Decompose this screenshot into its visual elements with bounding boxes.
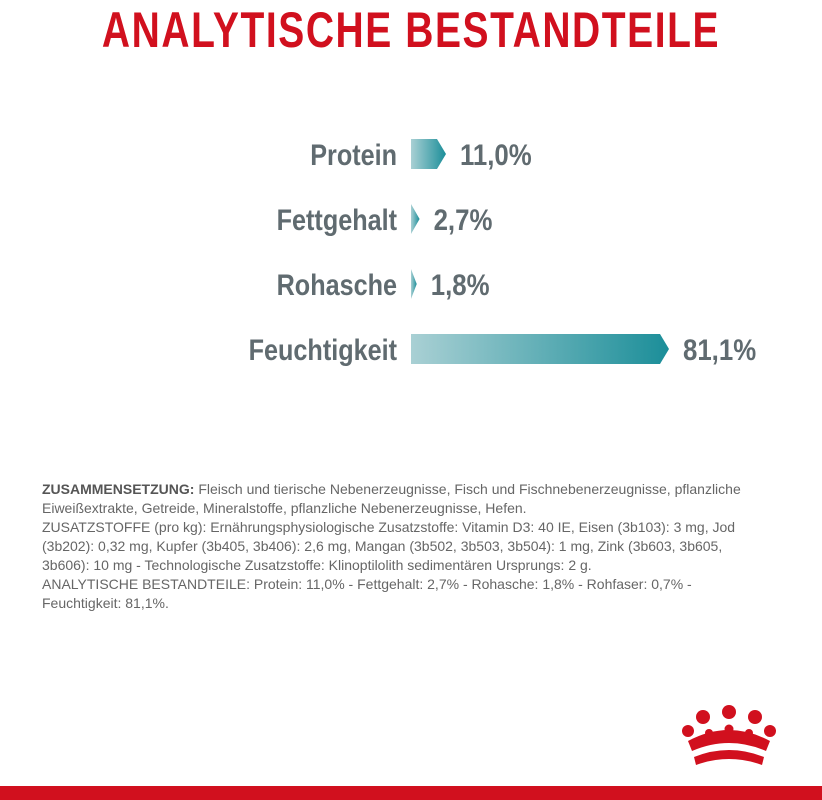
category-label-feuchtigkeit: Feuchtigkeit [249, 333, 397, 367]
nutrient-bar-chart: Protein 11,0% Fettgehalt 2,7% Rohasche 1,8% Fe… [0, 110, 822, 390]
bar-feuchtigkeit [411, 334, 669, 364]
brand-stripe [0, 786, 822, 800]
analysis-paragraph: ANALYTISCHE BESTANDTEILE: Protein: 11,0%… [42, 576, 692, 611]
crown-icon [682, 705, 776, 765]
value-label-feuchtigkeit: 81,1% [683, 333, 756, 366]
composition-paragraph: ZUSAMMENSETZUNG: Fleisch und tierische N… [42, 480, 772, 518]
bar-rohasche [411, 269, 417, 299]
composition-text: ZUSAMMENSETZUNG: Fleisch und tierische N… [42, 480, 772, 613]
value-label-fettgehalt: 2,7% [434, 203, 493, 236]
category-label-rohasche: Rohasche [277, 268, 397, 302]
value-label-rohasche: 1,8% [431, 268, 490, 301]
value-label-protein: 11,0% [460, 138, 532, 171]
category-label-protein: Protein [310, 138, 397, 172]
page-title: ANALYTISCHE BESTANDTEILE [101, 2, 721, 58]
chart-svg: Protein 11,0% Fettgehalt 2,7% Rohasche 1,8% Fe… [249, 138, 757, 367]
composition-body: Fleisch und tierische Nebenerzeugnisse, … [42, 481, 741, 516]
composition-heading: ZUSAMMENSETZUNG: [42, 481, 195, 497]
bar-protein [411, 139, 446, 169]
bars-group: Protein 11,0% Fettgehalt 2,7% Rohasche 1,8% Fe… [249, 138, 757, 367]
category-label-fettgehalt: Fettgehalt [277, 203, 397, 237]
bar-fettgehalt [411, 204, 420, 234]
additives-paragraph: ZUSATZSTOFFE (pro kg): Ernährungsphysiol… [42, 519, 736, 573]
